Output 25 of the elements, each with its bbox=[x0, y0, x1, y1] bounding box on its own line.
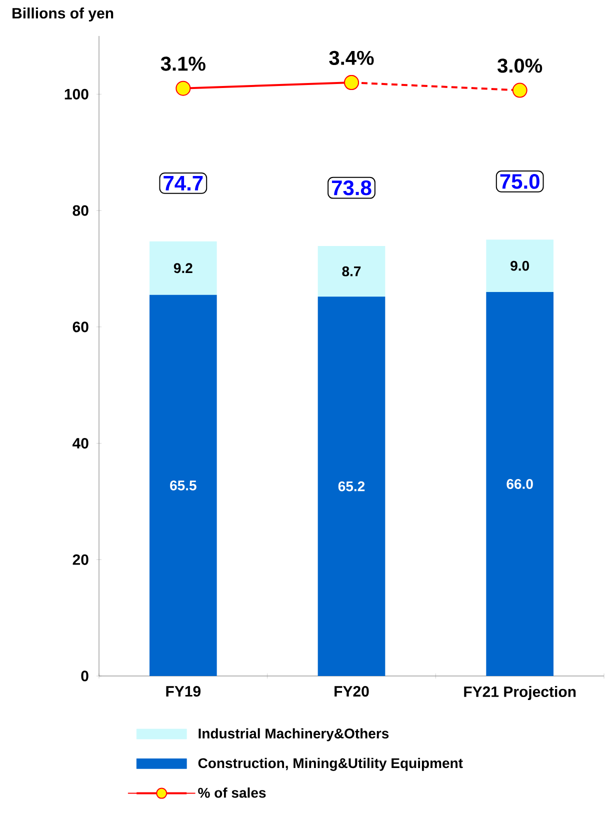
legend-label: Industrial Machinery&Others bbox=[198, 728, 389, 742]
x-tick-label: FY20 bbox=[334, 686, 369, 697]
data-label: 65.5 bbox=[170, 480, 196, 490]
y-tick-label: 0 bbox=[81, 670, 88, 682]
data-label: 66.0 bbox=[506, 479, 533, 489]
data-label: 3.1% bbox=[160, 56, 206, 71]
y-tick-label: 40 bbox=[72, 438, 88, 449]
total-label: 75.0 bbox=[500, 174, 540, 189]
legend-label: % of sales bbox=[198, 787, 266, 798]
x-tick-label: FY21 Projection bbox=[464, 686, 576, 700]
data-label: 8.7 bbox=[342, 266, 361, 276]
y-tick-label: 100 bbox=[64, 88, 88, 100]
legend-label: Construction, Mining&Utility Equipment bbox=[198, 758, 463, 771]
data-label: 9.2 bbox=[174, 263, 192, 274]
data-label: 3.0% bbox=[497, 58, 542, 73]
total-label: 73.8 bbox=[332, 180, 372, 196]
data-label: 65.2 bbox=[338, 481, 365, 492]
data-label: 3.4% bbox=[329, 50, 374, 65]
y-tick-label: 60 bbox=[72, 322, 88, 332]
x-tick-label: FY19 bbox=[166, 686, 201, 697]
y-tick-label: 80 bbox=[72, 205, 88, 216]
y-tick-label: 20 bbox=[72, 554, 88, 565]
total-label: 74.7 bbox=[164, 176, 203, 190]
y-axis-title: Billions of yen bbox=[12, 8, 114, 22]
data-label: 9.0 bbox=[510, 260, 529, 271]
